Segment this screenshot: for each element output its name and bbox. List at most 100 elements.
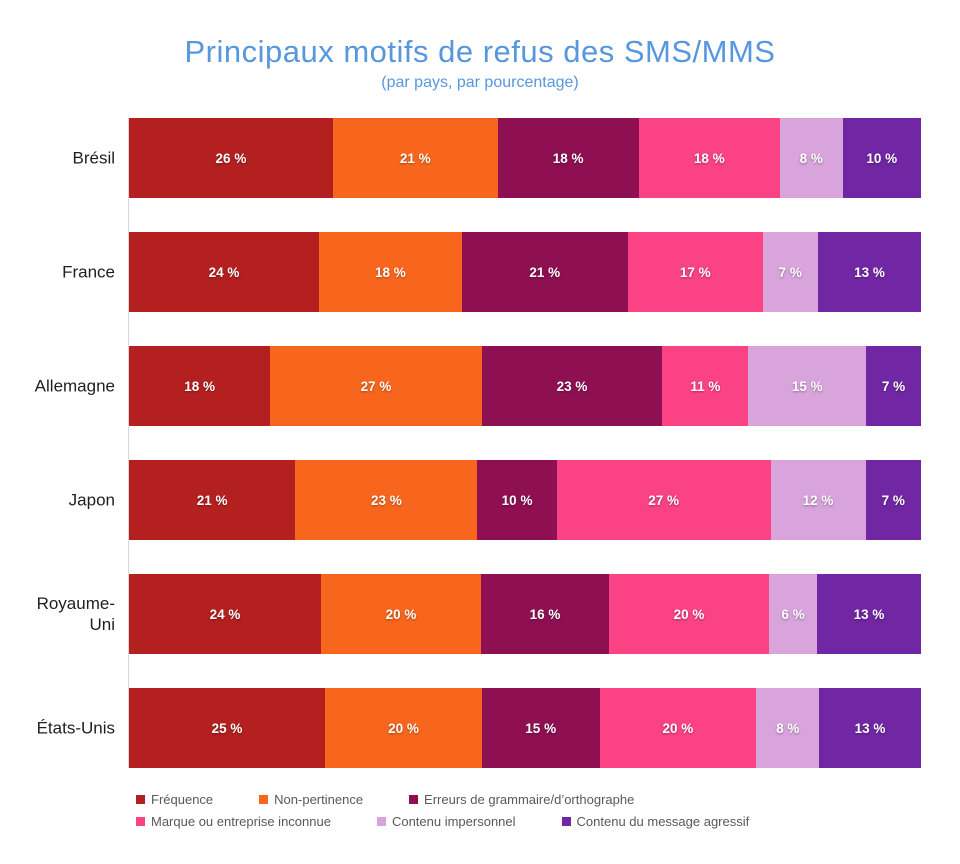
legend-label: Contenu du message agressif <box>576 814 750 829</box>
legend-item: Marque ou entreprise inconnue <box>136 814 331 829</box>
segment-value-label: 23 % <box>556 378 588 394</box>
segment-value-label: 24 % <box>208 264 240 280</box>
segment-value-label: 26 % <box>215 150 247 166</box>
bar-segment: 7 % <box>762 232 819 312</box>
bar-segment: 15 % <box>481 688 600 768</box>
segment-value-label: 18 % <box>184 378 215 394</box>
legend-label: Non-pertinence <box>274 792 364 807</box>
chart-subtitle: (par pays, par pourcentage) <box>381 74 579 91</box>
segment-value-label: 20 % <box>673 606 705 622</box>
bar-segment: 11 % <box>662 346 749 426</box>
legend-swatch <box>136 795 145 804</box>
legend-item: Fréquence <box>136 792 213 807</box>
segment-value-label: 18 % <box>693 150 725 166</box>
legend-item: Non-pertinence <box>259 792 363 807</box>
bar-row: Brésil 26 % 21 % 18 % 18 % 8 % 10 % <box>72 118 922 198</box>
segment-value-label: 17 % <box>679 264 711 280</box>
category-label: Japon <box>68 490 115 510</box>
bar-segment: 16 % <box>481 574 609 654</box>
bar-segment: 20 % <box>609 574 769 654</box>
bar-segment: 25 % <box>129 688 326 768</box>
bar-segment: 21 % <box>461 232 628 312</box>
legend-item: Contenu du message agressif <box>561 814 750 829</box>
bar-segment: 12 % <box>770 460 866 540</box>
bar-segment: 13 % <box>819 688 921 768</box>
segment-value-label: 20 % <box>388 720 419 736</box>
segment-value-label: 8 % <box>776 720 800 736</box>
segment-value-label: 7 % <box>881 378 906 394</box>
segment-value-label: 16 % <box>529 606 561 622</box>
segment-value-label: 18 % <box>374 264 406 280</box>
bar-segment: 27 % <box>556 460 771 540</box>
bar-segment: 18 % <box>638 118 780 198</box>
legend-label: Marque ou entreprise inconnue <box>151 814 331 829</box>
bar-segment: 10 % <box>477 460 557 540</box>
chart-title: Principaux motifs de refus des SMS/MMS <box>184 34 776 69</box>
segment-value-label: 6 % <box>781 606 805 622</box>
segment-value-label: 21 % <box>529 264 561 280</box>
legend-swatch <box>136 817 145 826</box>
segment-value-label: 13 % <box>853 606 885 622</box>
bar-segment: 8 % <box>756 688 820 768</box>
segment-value-label: 13 % <box>854 720 886 736</box>
segment-value-label: 20 % <box>385 606 417 622</box>
segment-value-label: 27 % <box>648 492 679 508</box>
category-label: Brésil <box>72 148 115 168</box>
bar-segment: 27 % <box>270 346 482 426</box>
category-label: Allemagne <box>34 376 115 396</box>
bar-segment: 26 % <box>129 118 333 198</box>
bar-row: Allemagne 18 % 27 % 23 % 11 % 15 % 7 % <box>35 346 921 426</box>
bar-segment: 15 % <box>748 346 867 426</box>
bar-segment: 13 % <box>818 232 921 312</box>
bar-segment: 23 % <box>481 346 663 426</box>
bar-segment: 24 % <box>129 574 321 654</box>
category-label: Royaume-Uni <box>36 593 115 634</box>
legend: Fréquence Non-pertinence Erreurs de gramma… <box>136 792 826 829</box>
bar-segment: 21 % <box>129 460 296 540</box>
legend-swatch <box>376 817 386 826</box>
segment-value-label: 18 % <box>552 150 584 166</box>
bar-segment: 6 % <box>769 574 817 654</box>
segment-value-label: 15 % <box>525 720 557 736</box>
bar-segment: 18 % <box>129 346 271 426</box>
segment-value-label: 21 % <box>196 492 228 508</box>
legend-label: Fréquence <box>151 792 214 807</box>
legend-label: Erreurs de grammaire/d’orthographe <box>424 792 635 807</box>
segment-value-label: 11 % <box>690 378 721 394</box>
bar-segment: 24 % <box>129 232 320 312</box>
segment-value-label: 10 % <box>501 492 533 508</box>
legend-item: Erreurs de grammaire/d’orthographe <box>409 792 634 807</box>
segment-value-label: 10 % <box>866 150 898 166</box>
plot-area: Brésil 26 % 21 % 18 % 18 % 8 % 10 % France 24 % 1… <box>35 118 922 768</box>
segment-value-label: 27 % <box>360 378 392 394</box>
bar-segment: 21 % <box>332 118 498 198</box>
bar-segment: 13 % <box>817 574 921 654</box>
legend-swatch <box>409 795 419 804</box>
bar-segment: 20 % <box>321 574 481 654</box>
segment-value-label: 24 % <box>209 606 241 622</box>
bar-row: France 24 % 18 % 21 % 17 % 7 % 13 % <box>62 232 921 312</box>
bar-segment: 17 % <box>627 232 763 312</box>
bar-segment: 18 % <box>497 118 639 198</box>
segment-value-label: 12 % <box>802 492 834 508</box>
bar-segment: 8 % <box>779 118 843 198</box>
bar-row: États-Unis 25 % 20 % 15 % 20 % 8 % 13 % <box>37 688 921 768</box>
segment-value-label: 25 % <box>211 720 243 736</box>
bar-segment: 10 % <box>842 118 922 198</box>
segment-value-label: 7 % <box>881 492 905 508</box>
legend-swatch <box>259 795 269 804</box>
bar-segment: 18 % <box>319 232 462 312</box>
category-label: France <box>62 262 115 282</box>
category-label: États-Unis <box>36 718 115 738</box>
segment-value-label: 8 % <box>799 150 823 166</box>
segment-value-label: 20 % <box>662 720 694 736</box>
bar-row: Japon 21 % 23 % 10 % 27 % 12 % 7 % <box>69 460 921 540</box>
bar-segment: 20 % <box>325 688 482 768</box>
segment-value-label: 15 % <box>791 378 823 394</box>
segment-value-label: 23 % <box>371 492 402 508</box>
legend-label: Contenu impersonnel <box>391 814 516 829</box>
bar-segment: 7 % <box>866 346 921 426</box>
bar-row: Royaume-Uni 24 % 20 % 16 % 20 % 6 % 13 % <box>37 574 921 654</box>
bar-segment: 23 % <box>295 460 478 540</box>
